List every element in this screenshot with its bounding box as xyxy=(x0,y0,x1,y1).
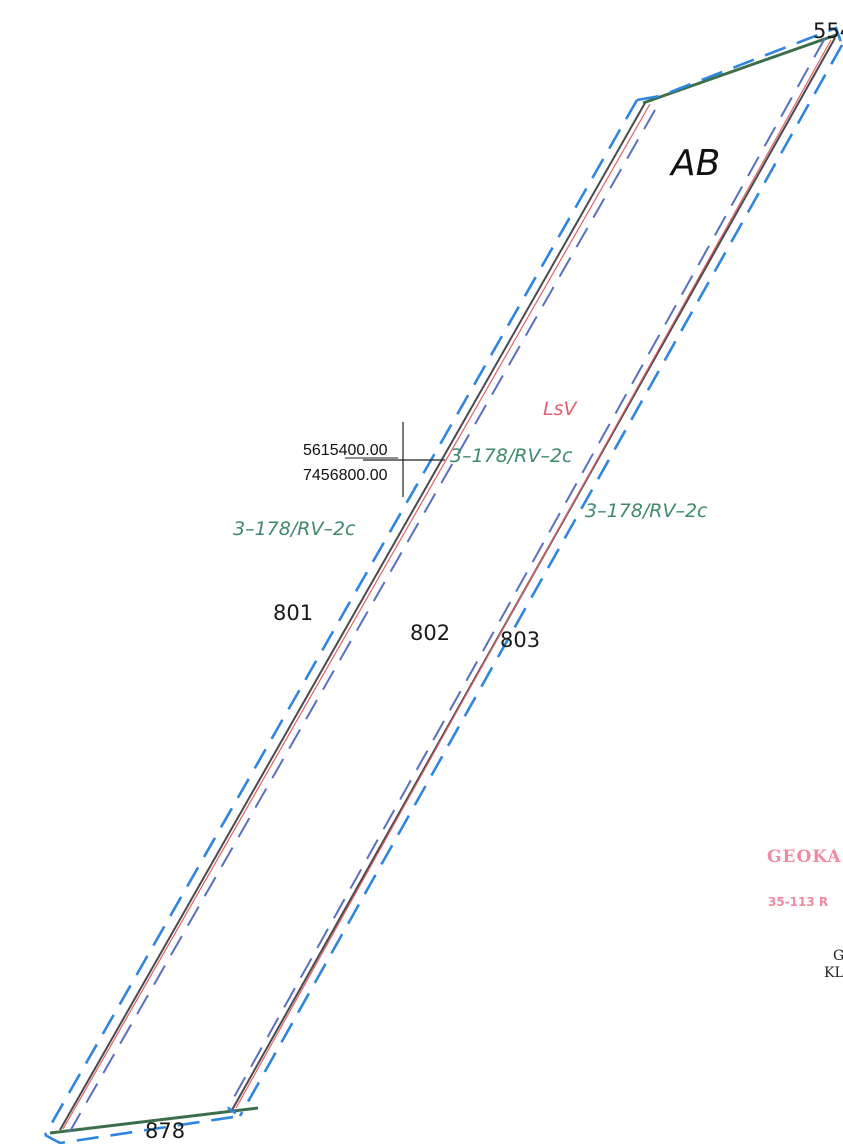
parcel-label-878: 878 xyxy=(145,1119,185,1143)
surveyor-stamp: GEOKA 35-113 R G KL xyxy=(767,847,843,981)
stamp-line-2: KL xyxy=(824,965,843,981)
coordinate-cross: 5615400.00 7456800.00 xyxy=(303,422,445,497)
parcel-south-line xyxy=(49,1106,259,1135)
boundary-code-right: 3–178/RV–2c xyxy=(585,500,708,522)
parcel-label-801: 801 xyxy=(273,601,313,625)
parcel-label-803: 803 xyxy=(500,628,540,652)
register-lines xyxy=(62,39,832,1130)
dashed-west-line xyxy=(43,99,639,1136)
parcel-outline xyxy=(49,33,837,1135)
parcel-label-802: 802 xyxy=(410,621,450,645)
parcel-label-554-2: 554/2 xyxy=(813,19,843,43)
dashed-south-line xyxy=(44,1106,244,1144)
dashed-boundaries xyxy=(43,26,843,1144)
dashed-east-inner-line xyxy=(227,37,826,1109)
register-west-line xyxy=(62,103,651,1130)
stamp-company-name: GEOKA xyxy=(767,847,842,867)
stamp-line-1: G xyxy=(833,948,843,964)
stamp-postal-address: 35-113 R xyxy=(768,895,828,909)
parcel-north-line xyxy=(642,33,837,105)
coordinate-northing: 5615400.00 xyxy=(303,442,388,459)
boundary-code-center: 3–178/RV–2c xyxy=(450,445,573,467)
coordinate-easting: 7456800.00 xyxy=(303,467,388,484)
dashed-west-inner-line xyxy=(64,109,656,1141)
parcel-west-line xyxy=(59,102,646,1131)
boundary-code-left: 3–178/RV–2c xyxy=(233,518,356,540)
landuse-label: LsV xyxy=(543,398,578,420)
register-east-line xyxy=(235,39,832,1109)
dashed-east-line xyxy=(238,44,843,1117)
dashed-north-line xyxy=(636,26,843,102)
area-label-ab: AB xyxy=(669,143,720,184)
